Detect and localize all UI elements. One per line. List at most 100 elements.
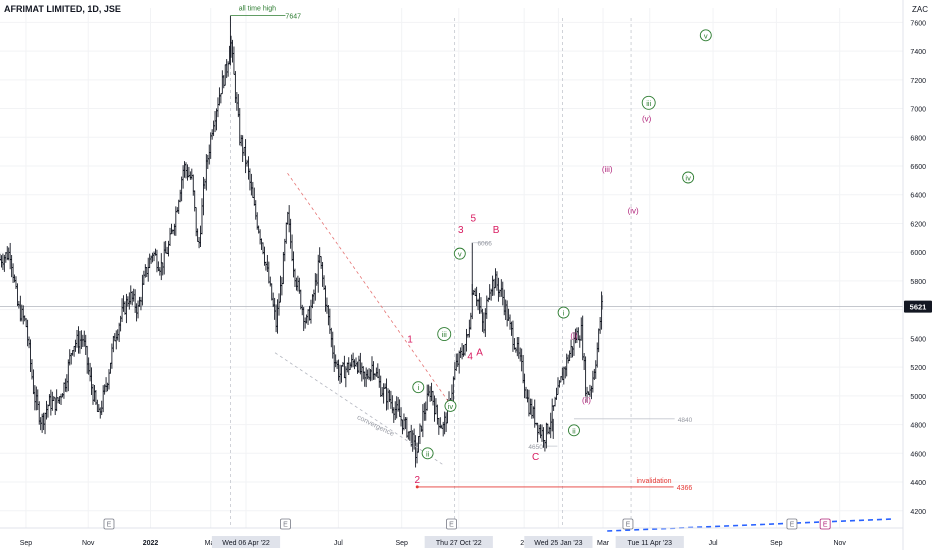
wave-label-primary: 5 [471, 214, 477, 225]
chart-annotations: all time high 7647 convergence invalidation… [230, 6, 893, 532]
wave-label-primary: A [476, 347, 483, 358]
level-4650-value: 4650 [528, 444, 543, 451]
wave-label-primary: C [532, 452, 539, 463]
earnings-marker-label: E [283, 522, 288, 529]
highlighted-date-badge [211, 536, 281, 548]
wave-label-circle [699, 29, 712, 42]
chart-guides [0, 18, 903, 528]
time-tick-label: Nov [82, 540, 95, 547]
invalidation-value: 4366 [677, 485, 693, 492]
wave-label-circle [557, 306, 570, 319]
convergence-label: convergence [356, 414, 395, 438]
price-tick-label: 6800 [910, 135, 926, 142]
price-tick-label: 5400 [910, 336, 926, 343]
price-tick-label: 4400 [910, 480, 926, 487]
wave-labels: 12345ABCiiiiiiivviiiiiiivv(i)(ii)(iii)(i… [407, 29, 712, 486]
highlighted-date-badge [424, 536, 493, 548]
price-tick-label: 6400 [910, 193, 926, 200]
time-tick-label: 2022 [143, 540, 159, 547]
wave-label-minor: i [417, 383, 419, 392]
earnings-marker-label: E [449, 522, 454, 529]
wave-label-circle [437, 327, 452, 342]
wave-label-minor: iv [448, 402, 454, 411]
price-tick-label: 5800 [910, 279, 926, 286]
chart-title: AFRIMAT LIMITED, 1D, JSE [4, 4, 121, 14]
price-tick-label: 7000 [910, 107, 926, 114]
price-tick-label: 7400 [910, 49, 926, 56]
upcoming-earnings-marker [819, 518, 831, 530]
wave-label-circle [453, 247, 466, 260]
time-tick-label: Wed 06 Apr '22 [222, 540, 270, 547]
earnings-marker [622, 518, 634, 530]
time-tick-label: 20 [520, 540, 528, 547]
time-tick-label: Sep [770, 540, 783, 547]
earnings-marker [103, 518, 115, 530]
time-tick-label: Jul [709, 540, 718, 547]
price-bars [0, 15, 603, 468]
wave-label-circle [421, 447, 434, 460]
earnings-marker [786, 518, 798, 530]
wave-label-primary: 4 [467, 352, 473, 363]
wedge-lower-line [274, 352, 444, 466]
time-tick-label: Thu 27 Oct '22 [436, 540, 482, 547]
time-tick-label: Mar [205, 540, 218, 547]
time-tick-label: Tue 11 Apr '23 [627, 540, 672, 547]
wave-label-minor: ii [572, 426, 576, 435]
wave-label-circle [568, 424, 580, 437]
price-axis[interactable]: 4200440046004800500052005400560058006000… [902, 0, 932, 550]
time-tick-label: Nov [833, 540, 846, 547]
wave-label-minor: v [458, 250, 462, 259]
time-tick-label: Sep [395, 540, 408, 547]
price-tick-label: 7600 [910, 20, 926, 27]
wave-label-minute: (iv) [628, 207, 639, 216]
wedge-upper-line [287, 172, 450, 404]
level-4840-value: 4840 [678, 417, 693, 424]
price-tick-label: 5000 [910, 394, 926, 401]
earnings-marker [280, 518, 291, 530]
price-tick-label: 6600 [910, 164, 926, 171]
earnings-marker-label: E [107, 522, 112, 529]
last-price-badge [904, 300, 932, 313]
price-tick-label: 7200 [910, 78, 926, 85]
wave-label-primary: 2 [414, 475, 420, 486]
wave-label-circle [444, 399, 457, 412]
earnings-marker-label: E [626, 522, 631, 529]
last-price-label: 5621 [910, 303, 927, 312]
ath-label: all time high [239, 6, 276, 13]
wave-label-minute: (iii) [602, 165, 613, 174]
wave-label-circle [641, 95, 656, 110]
upcoming-earnings-label: E [823, 522, 828, 529]
time-tick-label: Jul [334, 540, 343, 547]
wave-label-primary: B [493, 225, 500, 236]
highlighted-date-badge [524, 536, 593, 548]
wave-label-minute: (v) [642, 115, 652, 124]
wave-label-minor: iii [646, 99, 651, 108]
wave-label-circle [412, 381, 425, 394]
price-tick-label: 5200 [910, 365, 926, 372]
price-tick-label: 4600 [910, 451, 926, 458]
wave-label-minor: i [563, 309, 565, 318]
wave-label-minor: iv [685, 174, 691, 183]
wave-label-primary: 1 [407, 334, 413, 345]
time-axis[interactable]: Sep Nov 2022 Mar Wed 06 Apr '22 Jul Sep Thu 27 … [0, 518, 903, 548]
ath-value: 7647 [285, 14, 301, 21]
invalidation-label: invalidation [637, 478, 672, 485]
price-tick-label: 4800 [910, 423, 926, 430]
wave-label-minor: v [704, 31, 708, 40]
highlighted-date-badge [615, 536, 684, 548]
earnings-marker [446, 518, 457, 530]
projection-line [607, 518, 893, 532]
chart-grid [0, 8, 903, 528]
price-tick-label: 4200 [910, 509, 926, 516]
invalidation-point [415, 485, 419, 489]
wave-label-minor: ii [426, 449, 430, 458]
wave-label-circle [682, 171, 695, 184]
wave-label-minute: (i) [570, 332, 577, 341]
wave-label-minor: iii [442, 330, 447, 339]
earnings-marker-label: E [790, 522, 795, 529]
wave-label-primary: 3 [458, 225, 464, 236]
time-tick-label: Mar [597, 540, 610, 547]
price-tick-label: 6200 [910, 221, 926, 228]
currency-label: ZAC [912, 5, 928, 14]
